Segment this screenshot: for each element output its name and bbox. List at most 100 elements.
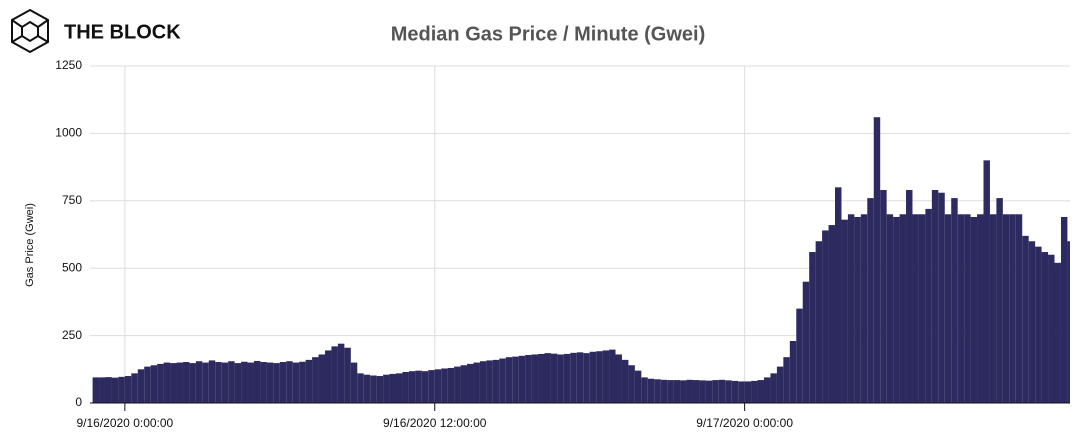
bar <box>344 347 351 403</box>
bar <box>350 362 358 403</box>
bar <box>1041 252 1049 403</box>
y-tick-label: 250 <box>62 328 82 342</box>
bar <box>944 214 952 403</box>
bar <box>234 363 242 403</box>
bar <box>473 362 480 403</box>
bar <box>854 216 861 403</box>
bar <box>1009 214 1016 403</box>
bar <box>92 377 100 403</box>
bar <box>299 361 306 403</box>
bar <box>460 365 468 403</box>
bar <box>376 376 384 403</box>
logo-icon <box>11 8 49 54</box>
bar <box>202 362 209 403</box>
y-tick-label: 1250 <box>55 58 82 72</box>
bar <box>531 354 539 403</box>
bar <box>1015 214 1023 403</box>
x-tick-label: 9/16/2020 12:00:00 <box>383 416 487 430</box>
bar <box>1054 262 1061 403</box>
bar <box>518 355 526 403</box>
bar <box>938 192 945 403</box>
bar <box>279 362 287 403</box>
brand: THE BLOCK <box>64 21 181 43</box>
bar <box>802 281 810 403</box>
bar <box>260 362 267 403</box>
bar <box>434 369 442 403</box>
bar <box>415 370 422 403</box>
bar <box>266 362 274 403</box>
bar <box>951 198 958 403</box>
bar <box>964 214 971 403</box>
bar <box>479 361 487 403</box>
bar <box>454 366 461 403</box>
y-tick-label: 750 <box>62 193 82 207</box>
y-tick-label: 1000 <box>55 126 82 140</box>
bar <box>673 380 681 403</box>
bar <box>312 357 319 403</box>
bar <box>615 354 622 403</box>
bar <box>712 380 719 403</box>
bar <box>996 198 1003 403</box>
bar <box>370 375 377 403</box>
bar <box>447 367 455 403</box>
bar <box>273 363 280 403</box>
bar <box>1002 214 1010 403</box>
bar <box>241 361 248 403</box>
bar <box>809 252 816 403</box>
bar <box>286 361 293 403</box>
bar <box>705 380 713 403</box>
bar <box>111 377 119 403</box>
bar <box>957 214 965 403</box>
bar <box>835 187 842 403</box>
bar <box>647 378 655 403</box>
y-axis-label: Gas Price (Gwei) <box>24 203 36 287</box>
bar <box>899 214 907 403</box>
bar <box>550 353 558 403</box>
bar <box>428 370 435 403</box>
bar <box>770 373 777 403</box>
bar <box>718 379 726 403</box>
bar <box>731 380 739 403</box>
bar <box>118 376 125 403</box>
bar <box>363 374 371 403</box>
bar <box>124 376 132 403</box>
bar <box>1060 216 1068 403</box>
bar <box>841 219 848 403</box>
bar <box>925 208 932 403</box>
bar <box>131 373 138 403</box>
bar <box>324 350 332 403</box>
bar <box>105 377 112 403</box>
bar <box>893 216 900 403</box>
bar <box>492 359 500 403</box>
bar <box>499 358 506 403</box>
bar <box>408 371 416 403</box>
bar <box>589 351 597 403</box>
bar <box>763 377 771 403</box>
bar <box>970 216 978 403</box>
bar <box>847 214 855 403</box>
bar <box>654 379 661 403</box>
bar <box>860 214 868 403</box>
y-tick-label: 0 <box>75 395 82 409</box>
bar <box>583 353 590 403</box>
bar <box>189 363 196 403</box>
bar <box>576 352 584 403</box>
bar <box>667 380 674 403</box>
bar <box>247 362 254 403</box>
bar <box>815 241 823 403</box>
bar <box>228 361 235 403</box>
bar <box>596 351 603 403</box>
bar <box>570 352 577 403</box>
bar <box>486 360 493 403</box>
bar <box>906 190 913 403</box>
bar <box>880 190 887 403</box>
bar <box>977 214 984 403</box>
bar <box>544 353 551 403</box>
bar <box>912 214 919 403</box>
bar <box>331 346 338 403</box>
y-tick-label: 500 <box>62 260 82 274</box>
bar <box>99 377 106 403</box>
bar <box>357 373 364 403</box>
bar <box>396 373 403 403</box>
